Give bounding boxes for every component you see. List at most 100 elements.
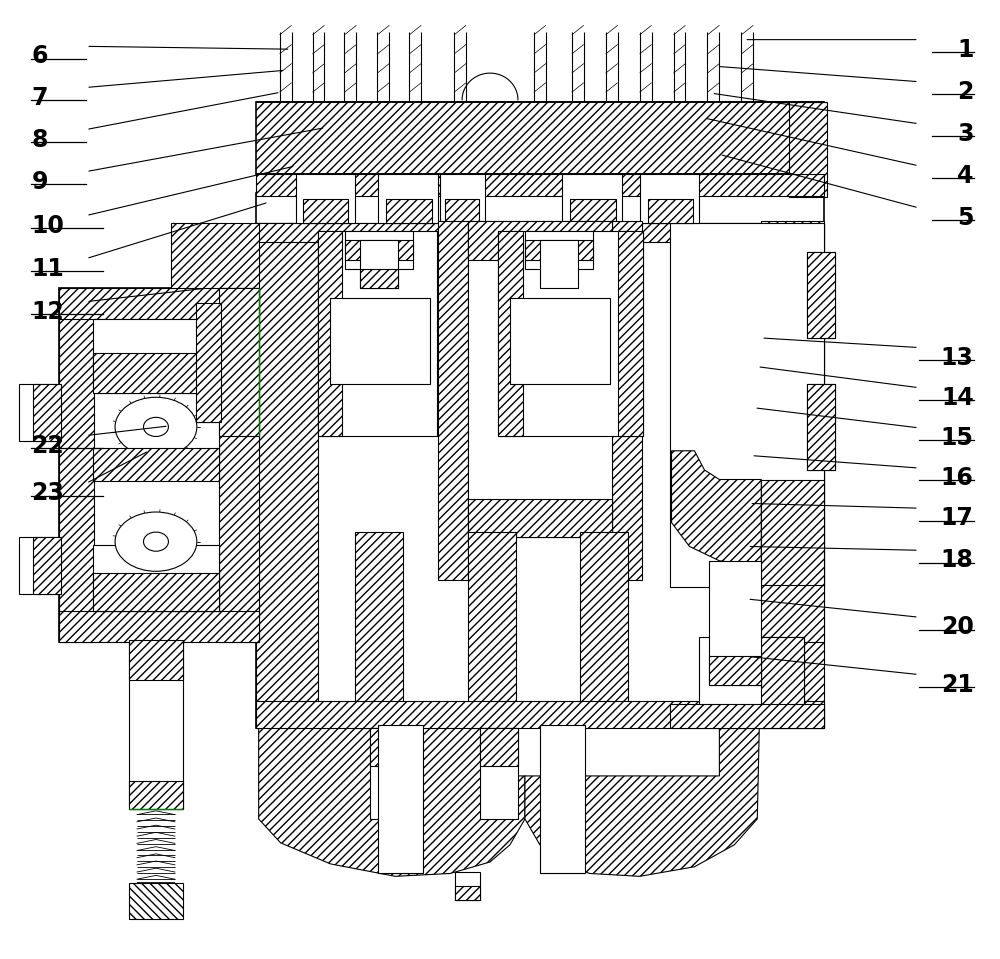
Text: 20: 20: [941, 616, 974, 640]
Bar: [719, 585, 824, 643]
Bar: [438, 222, 468, 580]
Bar: [59, 289, 259, 643]
Bar: [440, 174, 485, 223]
Text: 3: 3: [957, 122, 974, 146]
Bar: [219, 289, 259, 436]
Bar: [360, 269, 398, 289]
Bar: [468, 532, 516, 709]
Text: 5: 5: [957, 206, 974, 230]
Text: 7: 7: [31, 85, 48, 109]
Text: 23: 23: [31, 481, 64, 505]
Bar: [699, 638, 804, 709]
Bar: [93, 318, 219, 393]
Bar: [761, 480, 824, 587]
Bar: [525, 231, 593, 269]
Ellipse shape: [115, 397, 197, 456]
Bar: [761, 638, 804, 709]
Bar: [355, 532, 403, 709]
Bar: [93, 573, 219, 612]
Bar: [709, 561, 761, 685]
Bar: [256, 193, 824, 728]
Bar: [33, 537, 61, 595]
Bar: [807, 384, 835, 470]
Text: 12: 12: [31, 300, 64, 324]
Bar: [256, 102, 824, 174]
Bar: [580, 532, 628, 709]
Text: 1: 1: [957, 37, 974, 61]
Bar: [256, 223, 318, 728]
Bar: [498, 231, 523, 436]
Bar: [640, 174, 699, 223]
Ellipse shape: [143, 532, 168, 551]
Bar: [59, 289, 94, 643]
Bar: [318, 231, 462, 436]
Bar: [807, 252, 835, 338]
Bar: [93, 353, 219, 393]
Ellipse shape: [143, 417, 168, 436]
Bar: [618, 231, 643, 436]
Bar: [93, 448, 219, 481]
Bar: [296, 174, 355, 223]
Polygon shape: [672, 451, 761, 566]
Bar: [807, 384, 835, 470]
Bar: [303, 199, 348, 223]
Bar: [256, 223, 824, 243]
Text: 4: 4: [957, 164, 974, 188]
Bar: [761, 355, 824, 480]
Bar: [437, 231, 462, 436]
Bar: [360, 241, 398, 289]
Bar: [498, 231, 643, 436]
Bar: [318, 231, 342, 436]
Bar: [370, 728, 408, 766]
Ellipse shape: [115, 512, 197, 572]
Bar: [386, 199, 432, 223]
Bar: [129, 641, 183, 680]
Polygon shape: [259, 728, 525, 877]
Bar: [19, 537, 59, 595]
Text: 9: 9: [31, 170, 48, 194]
Text: 17: 17: [941, 506, 974, 530]
Bar: [129, 642, 183, 809]
Bar: [570, 199, 616, 223]
Text: 10: 10: [31, 214, 64, 238]
Bar: [761, 222, 824, 355]
Bar: [129, 781, 183, 809]
Bar: [468, 222, 612, 537]
Bar: [19, 384, 59, 441]
Bar: [59, 289, 259, 318]
Text: 8: 8: [31, 128, 48, 152]
Bar: [93, 545, 219, 612]
Text: 14: 14: [941, 386, 974, 409]
Bar: [807, 252, 835, 338]
Bar: [540, 725, 585, 874]
Bar: [480, 728, 518, 819]
Bar: [345, 241, 413, 260]
Bar: [59, 612, 259, 643]
Bar: [256, 174, 824, 196]
Bar: [171, 223, 259, 326]
Bar: [510, 298, 610, 384]
Bar: [709, 656, 761, 685]
Bar: [468, 499, 612, 537]
Bar: [455, 886, 480, 901]
Bar: [33, 384, 61, 441]
Bar: [525, 241, 593, 260]
Bar: [761, 223, 824, 728]
Bar: [562, 174, 622, 223]
Text: 2: 2: [957, 80, 974, 104]
Bar: [480, 728, 518, 766]
Text: 11: 11: [31, 257, 64, 281]
Bar: [670, 704, 824, 728]
Bar: [670, 223, 824, 587]
Bar: [468, 704, 516, 728]
Bar: [789, 102, 827, 198]
Text: 15: 15: [941, 426, 974, 450]
Text: 16: 16: [941, 466, 974, 490]
Bar: [468, 222, 612, 260]
Bar: [445, 199, 479, 223]
Bar: [378, 174, 438, 223]
Bar: [129, 883, 183, 920]
Bar: [455, 872, 480, 901]
Bar: [648, 199, 693, 223]
Bar: [378, 725, 423, 874]
